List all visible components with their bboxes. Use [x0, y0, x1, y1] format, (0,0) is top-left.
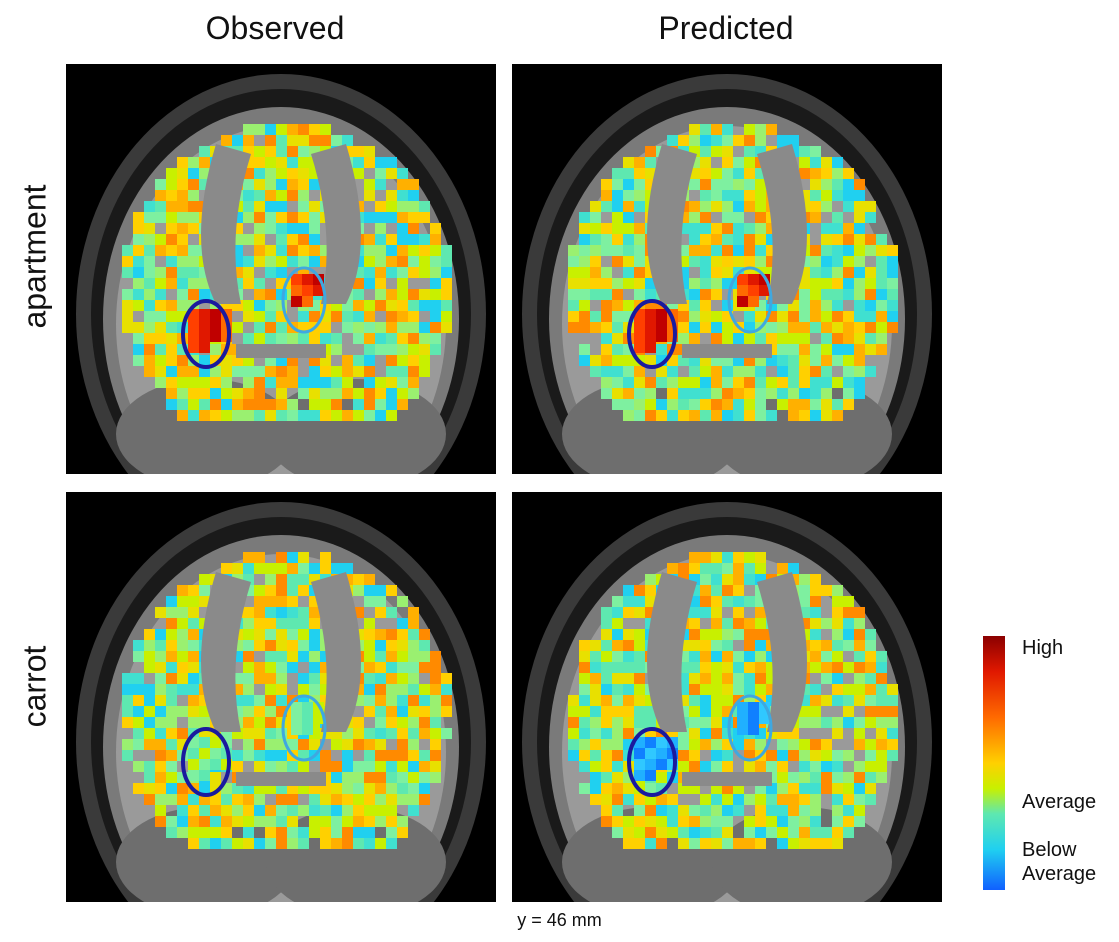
activation-colorbar — [983, 636, 1005, 890]
row-label-apartment: apartment — [16, 184, 53, 329]
row-label-carrot: carrot — [16, 645, 53, 728]
roi-circle-dark — [627, 299, 677, 369]
roi-circle-dark — [181, 299, 231, 369]
brain-panel-apartment-observed — [66, 64, 496, 474]
legend-high-label: High — [1022, 637, 1064, 659]
legend-average-label: Average — [1022, 791, 1097, 813]
brain-panel-carrot-predicted — [512, 492, 942, 902]
column-title-observed: Observed — [205, 10, 345, 46]
brain-panel-carrot-observed — [66, 492, 496, 902]
roi-circle-light — [727, 694, 773, 762]
brain-panel-apartment-predicted — [512, 64, 942, 474]
slice-coordinate-label: y = 46 mm — [517, 910, 602, 930]
column-title-predicted: Predicted — [658, 10, 794, 46]
legend-below-average-label: Below Average — [1022, 839, 1097, 885]
roi-circle-light — [281, 694, 327, 762]
roi-circle-light — [727, 266, 773, 334]
roi-circle-dark — [627, 727, 677, 797]
roi-circle-light — [281, 266, 327, 334]
roi-circle-dark — [181, 727, 231, 797]
